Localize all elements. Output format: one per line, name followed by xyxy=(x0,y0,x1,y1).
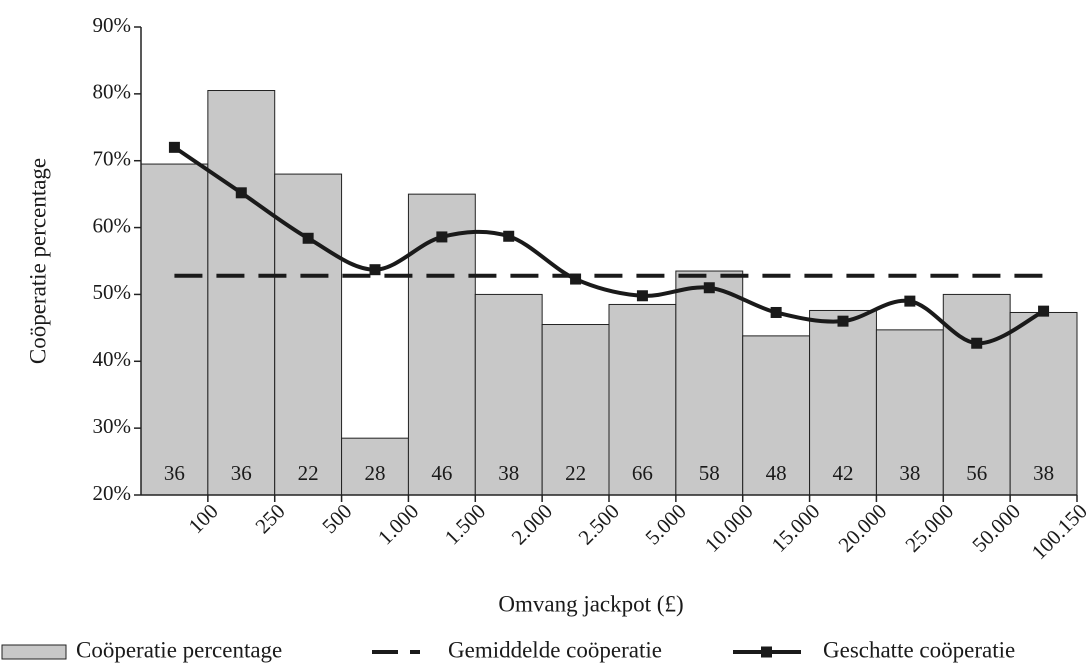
x-tick-label: 2.500 xyxy=(574,499,624,549)
count-label: 22 xyxy=(298,461,319,485)
marker xyxy=(369,264,381,276)
count-label: 42 xyxy=(833,461,854,485)
count-label: 28 xyxy=(365,461,386,485)
x-axis-label: Omvang jackpot (£) xyxy=(498,591,683,616)
count-label: 38 xyxy=(1033,461,1054,485)
count-label: 56 xyxy=(966,461,987,485)
bar xyxy=(207,90,276,496)
y-tick-label: 50% xyxy=(93,280,132,304)
y-tick-label: 40% xyxy=(93,347,132,371)
marker xyxy=(503,230,515,242)
count-label: 38 xyxy=(899,461,920,485)
x-tick-label: 25.000 xyxy=(900,499,958,557)
y-tick-label: 80% xyxy=(93,80,132,104)
bar xyxy=(407,193,476,496)
x-tick-label: 100 xyxy=(184,499,223,538)
legend-label: Coöperatie percentage xyxy=(76,637,282,662)
count-label: 58 xyxy=(699,461,720,485)
x-tick-label: 500 xyxy=(317,499,356,538)
marker xyxy=(770,306,782,318)
marker xyxy=(1038,305,1050,317)
x-tick-label: 20.000 xyxy=(834,499,892,557)
count-label: 46 xyxy=(431,461,452,485)
marker xyxy=(904,295,916,307)
bar xyxy=(140,163,209,496)
count-label: 22 xyxy=(565,461,586,485)
marker xyxy=(168,141,180,153)
legend-label: Geschatte coöperatie xyxy=(823,637,1015,662)
y-tick-label: 70% xyxy=(93,147,132,171)
x-tick-label: 2.000 xyxy=(507,499,557,549)
legend-swatch xyxy=(1,644,67,660)
legend-marker xyxy=(761,646,772,658)
x-tick-label: 1.500 xyxy=(440,499,490,549)
x-tick-label: 15.000 xyxy=(767,499,825,557)
marker xyxy=(235,187,247,199)
bar xyxy=(474,293,543,496)
marker xyxy=(971,337,983,349)
marker xyxy=(302,232,314,244)
y-tick-label: 30% xyxy=(93,414,132,438)
x-tick-label: 50.000 xyxy=(967,499,1025,557)
x-tick-label: 10.000 xyxy=(700,499,758,557)
y-axis-label: Coöperatie percentage xyxy=(25,158,50,364)
marker xyxy=(570,273,582,285)
bar xyxy=(1009,311,1078,496)
count-label: 36 xyxy=(164,461,185,485)
y-tick-label: 20% xyxy=(93,481,132,505)
y-tick-label: 60% xyxy=(93,213,132,237)
count-label: 36 xyxy=(231,461,252,485)
x-tick-label: 100.150 xyxy=(1027,499,1091,564)
bar xyxy=(274,173,343,496)
marker xyxy=(837,315,849,327)
x-tick-label: 250 xyxy=(250,499,289,538)
count-label: 66 xyxy=(632,461,653,485)
x-tick-label: 1.000 xyxy=(373,499,423,549)
bar xyxy=(875,329,944,496)
bar xyxy=(608,303,677,496)
legend-label: Gemiddelde coöperatie xyxy=(448,637,662,662)
y-tick-label: 90% xyxy=(93,13,132,37)
marker xyxy=(636,290,648,302)
bar xyxy=(742,335,811,496)
marker xyxy=(436,231,448,243)
bar xyxy=(541,324,610,496)
bar xyxy=(341,437,409,496)
x-tick-label: 5.000 xyxy=(640,499,690,549)
count-label: 48 xyxy=(766,461,787,485)
count-label: 38 xyxy=(498,461,519,485)
marker xyxy=(703,282,715,294)
